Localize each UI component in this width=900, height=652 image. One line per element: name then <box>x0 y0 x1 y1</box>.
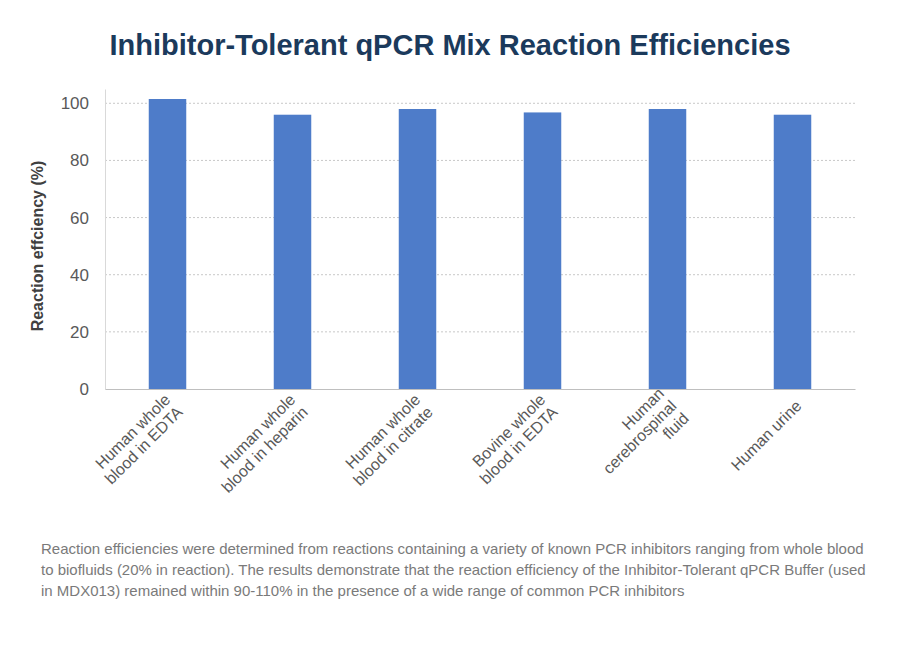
y-axis: 0 20 40 60 80 100 <box>61 90 106 399</box>
grid <box>105 103 855 332</box>
bar <box>649 109 687 389</box>
x-tick: Bovine wholeblood in EDTA <box>464 389 561 487</box>
y-tick-label: 20 <box>70 323 89 342</box>
caption-line: to biofluids (20% in reaction). The resu… <box>41 561 866 578</box>
chart-title: Inhibitor-Tolerant qPCR Mix Reaction Eff… <box>109 29 790 61</box>
x-tick-label-line: Human urine <box>728 397 805 474</box>
x-tick-label: Human wholeblood in EDTA <box>89 391 186 488</box>
y-tick: 60 <box>70 209 105 228</box>
y-tick: 0 <box>80 380 105 399</box>
x-tick-label: Human urine <box>728 397 805 474</box>
x-tick-label: Bovine wholeblood in EDTA <box>464 391 561 488</box>
y-tick: 80 <box>70 151 105 170</box>
grid-line <box>105 217 855 218</box>
annotations: Reaction efficiencies were determined fr… <box>41 540 866 599</box>
caption-line: Reaction efficiencies were determined fr… <box>41 540 864 557</box>
bar <box>399 109 437 389</box>
bar <box>149 99 187 389</box>
y-tick: 40 <box>70 266 105 285</box>
x-tick-label-line: blood in heparin <box>218 403 311 496</box>
caption-line: in MDX013) remained within 90-110% in th… <box>41 582 684 599</box>
y-axis-title: Reaction effciency (%) <box>29 161 46 332</box>
caption: Reaction efficiencies were determined fr… <box>41 540 866 599</box>
x-axis: Human wholeblood in EDTAHuman wholeblood… <box>89 385 855 496</box>
x-tick: Human wholeblood in heparin <box>206 389 311 496</box>
bar <box>774 115 812 389</box>
x-tick-label: Humancerebrospinalfluid <box>587 385 692 490</box>
y-tick-label: 80 <box>70 151 89 170</box>
y-tick: 100 <box>61 94 105 113</box>
x-tick-label-line: fluid <box>659 410 692 443</box>
y-tick-label: 100 <box>61 94 89 113</box>
y-tick-label: 0 <box>80 380 89 399</box>
x-tick: Human wholeblood in citrate <box>338 389 436 489</box>
grid-line <box>105 274 855 275</box>
bar <box>524 112 562 389</box>
grid-line <box>105 103 855 104</box>
y-tick-label: 60 <box>70 209 89 228</box>
x-tick-label: Human wholeblood in citrate <box>338 391 436 489</box>
y-axis-line <box>105 90 106 390</box>
bars <box>149 99 812 389</box>
x-tick: Human wholeblood in EDTA <box>89 389 186 487</box>
x-axis-line <box>106 389 856 390</box>
y-tick-label: 40 <box>70 266 89 285</box>
chart: Inhibitor-Tolerant qPCR Mix Reaction Eff… <box>0 0 900 652</box>
x-tick-label-line: blood in EDTA <box>102 403 186 487</box>
x-tick-label-line: blood in citrate <box>350 403 436 489</box>
x-tick: Human urine <box>728 389 805 474</box>
x-tick-label: Human wholeblood in heparin <box>206 391 311 496</box>
grid-line <box>105 160 855 161</box>
bar <box>274 115 312 389</box>
x-tick-label-line: blood in EDTA <box>477 403 561 487</box>
y-tick: 20 <box>70 323 105 342</box>
x-tick: Humancerebrospinalfluid <box>587 385 692 490</box>
grid-line <box>105 331 855 332</box>
